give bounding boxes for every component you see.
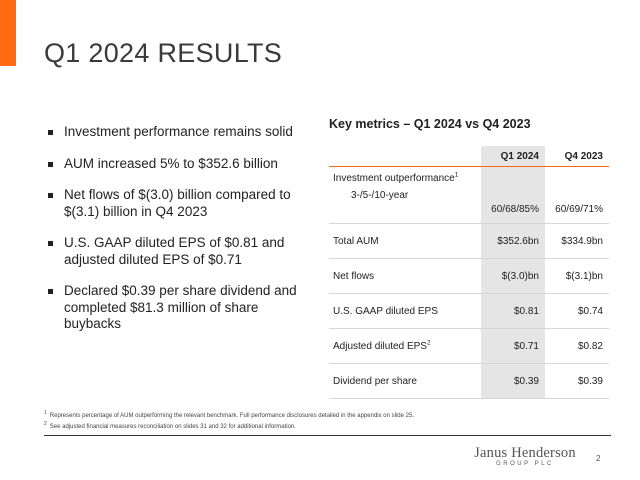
row-label: Adjusted diluted EPS2: [329, 328, 481, 364]
footnotes: 1 Represents percentage of AUM outperform…: [44, 411, 414, 433]
footnote-mark: 1: [44, 410, 47, 416]
slide-title: Q1 2024 RESULTS: [44, 38, 283, 68]
q1-value: $0.81: [481, 293, 545, 329]
bullet-item: Declared $0.39 per share dividend and co…: [48, 283, 313, 333]
accent-bar: [0, 0, 16, 66]
q4-value: $0.74: [545, 293, 609, 329]
logo-name: Janus Henderson: [474, 445, 576, 461]
bullet-item: AUM increased 5% to $352.6 billion: [48, 156, 313, 173]
footnote: 2 See adjusted financial measures reconci…: [44, 422, 414, 433]
q1-value: 60/68/85%: [481, 166, 545, 224]
square-bullet-icon: [48, 161, 53, 167]
footnote-marker: 2: [426, 339, 431, 347]
row-label: U.S. GAAP diluted EPS: [329, 293, 481, 329]
header-empty: [329, 146, 481, 167]
square-bullet-icon: [48, 130, 53, 135]
bullet-item: Investment performance remains solid: [48, 124, 313, 141]
square-bullet-icon: [48, 241, 53, 246]
table-row: Net flows $(3.0)bn $(3.1)bn: [329, 258, 609, 294]
logo-subtitle: GROUP PLC: [496, 461, 554, 467]
footnote-text: See adjusted financial measures reconcil…: [49, 424, 296, 430]
table-row: Adjusted diluted EPS2 $0.71 $0.82: [329, 328, 609, 364]
table-row: Total AUM $352.6bn $334.9bn: [329, 223, 609, 259]
metrics-table: Q1 2024 Q4 2023 Investment outperformanc…: [329, 146, 609, 399]
footnote-marker: 1: [454, 171, 459, 179]
bullet-list: Investment performance remains solid AUM…: [48, 124, 313, 348]
row-label: Net flows: [329, 258, 481, 294]
q1-value: $(3.0)bn: [481, 258, 545, 294]
footnote-text: Represents percentage of AUM outperformi…: [49, 413, 414, 419]
q4-value: $0.39: [545, 363, 609, 399]
bullet-text: AUM increased 5% to $352.6 billion: [64, 155, 278, 171]
table-row: U.S. GAAP diluted EPS $0.81 $0.74: [329, 293, 609, 329]
square-bullet-icon: [48, 289, 53, 294]
row-label-text: Investment outperformance: [333, 173, 455, 184]
metrics-title: Key metrics – Q1 2024 vs Q4 2023: [329, 117, 531, 131]
row-sublabel: 3-/5-/10-year: [351, 190, 409, 201]
footnote: 1 Represents percentage of AUM outperform…: [44, 411, 414, 422]
bullet-text: Declared $0.39 per share dividend and co…: [64, 283, 297, 331]
row-label: Dividend per share: [329, 363, 481, 399]
company-logo: Janus Henderson GROUP PLC: [470, 445, 580, 468]
q1-value: $0.39: [481, 363, 545, 399]
footnote-mark: 2: [44, 421, 47, 427]
table-header-row: Q1 2024 Q4 2023: [329, 146, 609, 167]
row-label: Total AUM: [329, 223, 481, 259]
square-bullet-icon: [48, 193, 53, 198]
q4-value: $334.9bn: [545, 223, 609, 259]
q1-value: $352.6bn: [481, 223, 545, 259]
row-label: Investment outperformance1 3-/5-/10-year: [329, 166, 481, 224]
table-row: Investment outperformance1 3-/5-/10-year …: [329, 166, 609, 224]
table-row: Dividend per share $0.39 $0.39: [329, 363, 609, 399]
bullet-item: U.S. GAAP diluted EPS of $0.81 and adjus…: [48, 235, 313, 268]
bullet-text: Investment performance remains solid: [64, 124, 293, 139]
bullet-item: Net flows of $(3.0) billion compared to …: [48, 187, 313, 220]
bullet-text: U.S. GAAP diluted EPS of $0.81 and adjus…: [64, 235, 285, 267]
header-q4-2023: Q4 2023: [545, 146, 609, 167]
q4-value: $0.82: [545, 328, 609, 364]
page-number: 2: [596, 454, 601, 463]
row-label-text: Adjusted diluted EPS: [333, 340, 427, 352]
footer-divider: [44, 435, 611, 436]
bullet-text: Net flows of $(3.0) billion compared to …: [64, 187, 291, 219]
q4-value: $(3.1)bn: [545, 258, 609, 294]
q1-value: $0.71: [481, 328, 545, 364]
q4-value: 60/69/71%: [545, 166, 609, 224]
header-q1-2024: Q1 2024: [481, 146, 545, 167]
